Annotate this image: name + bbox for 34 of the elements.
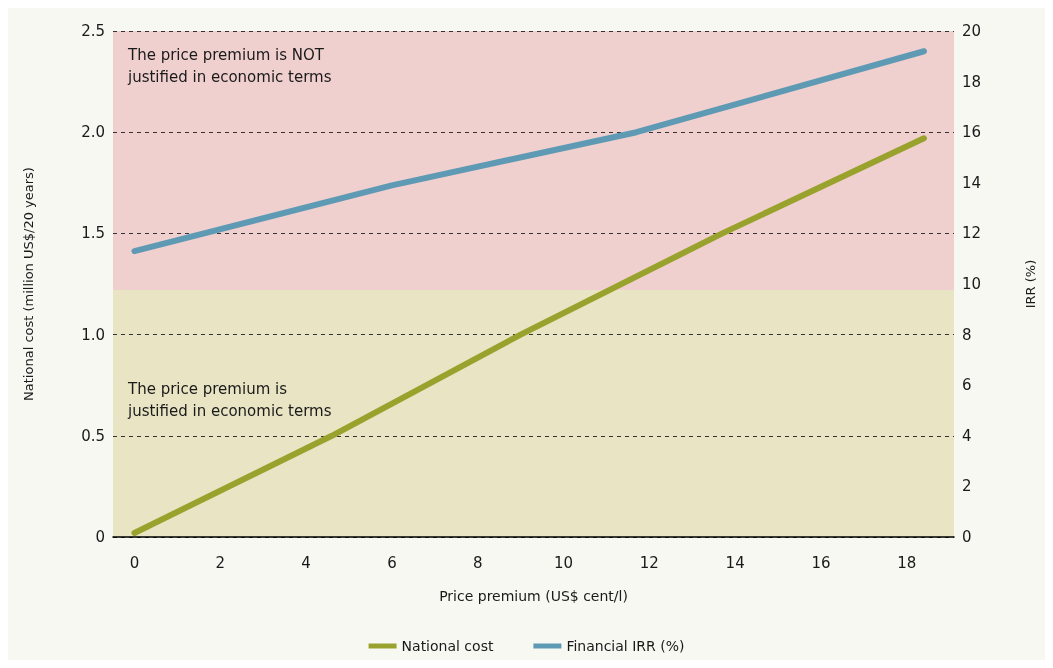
x-tick-label: 18 (897, 553, 917, 572)
x-axis-title: Price premium (US$ cent/l) (439, 588, 628, 604)
y-tick-label: 1.0 (81, 325, 105, 344)
x-tick-label: 10 (553, 553, 574, 572)
y-axis-title: National cost (million US$/20 years) (21, 167, 36, 401)
y2-axis-title: IRR (%) (1023, 259, 1038, 309)
y2-tick-label: 18 (962, 72, 982, 91)
x-tick-label: 2 (215, 553, 226, 572)
y2-tick-label: 12 (962, 224, 982, 243)
y2-tick-label: 20 (962, 22, 982, 40)
legend-label: National cost (401, 638, 494, 654)
y-tick-label: 1.5 (81, 224, 105, 243)
y-tick-label: 2.5 (81, 22, 105, 40)
x-tick-label: 16 (811, 553, 831, 572)
y-tick-label: 0 (95, 528, 105, 546)
x-tick-label: 4 (301, 553, 311, 572)
y2-tick-label: 2 (962, 477, 972, 496)
y2-tick-label: 10 (962, 275, 982, 293)
x-tick-label: 6 (387, 553, 397, 572)
x-tick-label: 8 (472, 553, 483, 572)
legend-label: Financial IRR (%) (566, 638, 685, 654)
x-tick-label: 14 (725, 553, 745, 572)
band-label: The price premium is NOT justified in economic terms (127, 46, 332, 86)
y2-tick-label: 14 (962, 173, 982, 192)
x-tick-label: 12 (639, 553, 659, 572)
y2-tick-label: 8 (962, 325, 972, 344)
x-tick-label: 0 (129, 553, 140, 572)
y2-tick-label: 0 (962, 528, 972, 546)
band-label: The price premium is justified in economic terms (127, 379, 332, 420)
y2-tick-label: 4 (962, 426, 972, 445)
y2-tick-label: 6 (962, 376, 972, 395)
y-tick-label: 2.0 (81, 123, 105, 142)
y2-tick-label: 16 (962, 123, 982, 142)
y-tick-label: 0.5 (81, 426, 105, 445)
